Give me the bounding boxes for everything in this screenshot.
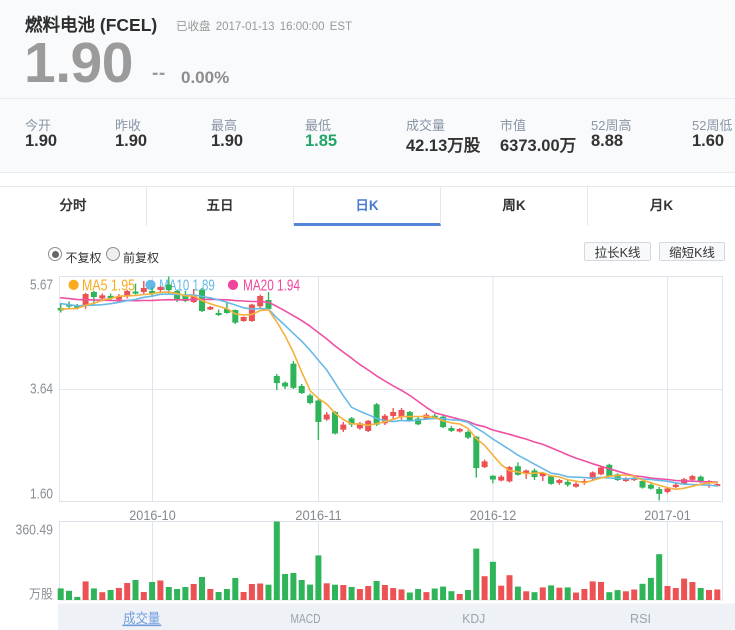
svg-text:2016-12: 2016-12 <box>470 507 517 523</box>
svg-text:1.60: 1.60 <box>30 486 53 503</box>
svg-text:成交量: 成交量 <box>123 610 160 626</box>
svg-text:5.67: 5.67 <box>30 277 53 294</box>
svg-text:2017-01: 2017-01 <box>644 507 691 523</box>
svg-text:360.49: 360.49 <box>16 523 54 539</box>
svg-text:2016-11: 2016-11 <box>295 507 342 523</box>
svg-text:MA5 1.95: MA5 1.95 <box>82 277 135 294</box>
svg-text:MACD: MACD <box>291 611 321 626</box>
svg-text:MA20 1.94: MA20 1.94 <box>243 277 300 294</box>
svg-text:万股: 万股 <box>29 587 53 602</box>
svg-text:RSI: RSI <box>630 611 651 626</box>
svg-text:KDJ: KDJ <box>462 611 485 626</box>
svg-text:2016-10: 2016-10 <box>129 507 176 523</box>
svg-text:3.64: 3.64 <box>30 381 53 398</box>
